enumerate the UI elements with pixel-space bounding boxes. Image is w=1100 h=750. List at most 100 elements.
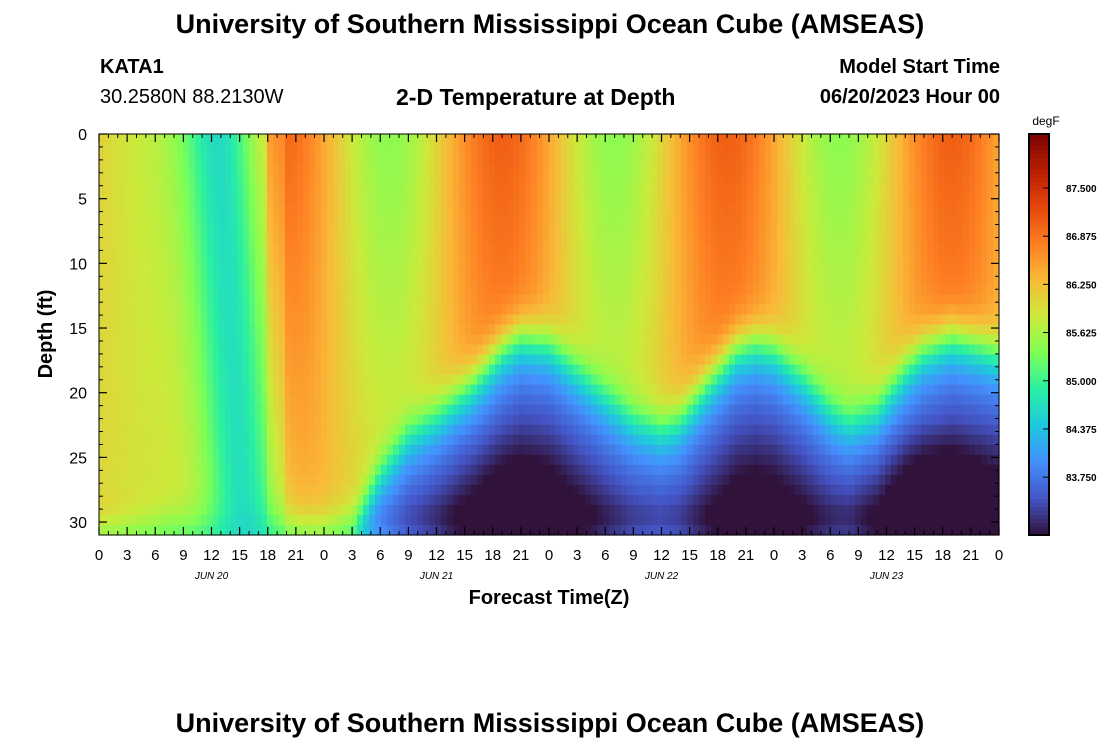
heatmap-cell	[735, 284, 742, 296]
heatmap-cell	[519, 474, 526, 486]
heatmap-cell	[669, 454, 676, 466]
heatmap-cell	[111, 454, 118, 466]
heatmap-cell	[561, 384, 568, 396]
heatmap-cell	[465, 394, 472, 406]
heatmap-cell	[453, 524, 460, 536]
heatmap-cell	[327, 504, 334, 516]
heatmap-cell	[147, 524, 154, 536]
heatmap-cell	[543, 394, 550, 406]
heatmap-cell	[261, 374, 268, 386]
heatmap-cell	[495, 474, 502, 486]
heatmap-cell	[399, 214, 406, 225]
heatmap-cell	[303, 434, 310, 446]
heatmap-cell	[831, 194, 838, 205]
heatmap-cell	[675, 184, 682, 195]
heatmap-cell	[501, 304, 508, 316]
heatmap-cell	[405, 444, 412, 456]
heatmap-cell	[189, 384, 196, 396]
heatmap-cell	[609, 154, 616, 165]
heatmap-cell	[345, 294, 352, 306]
heatmap-cell	[639, 194, 646, 205]
heatmap-cell	[531, 514, 538, 526]
heatmap-cell	[591, 274, 598, 285]
heatmap-cell	[573, 364, 580, 376]
heatmap-cell	[369, 134, 376, 145]
heatmap-cell	[507, 154, 514, 165]
heatmap-cell	[765, 134, 772, 145]
heatmap-cell	[387, 314, 394, 326]
heatmap-cell	[99, 494, 106, 506]
heatmap-cell	[465, 494, 472, 506]
heatmap-cell	[441, 384, 448, 396]
heatmap-cell	[327, 314, 334, 326]
heatmap-cell	[273, 334, 280, 346]
heatmap-cell	[621, 194, 628, 205]
heatmap-cell	[141, 394, 148, 406]
heatmap-cell	[231, 284, 238, 296]
heatmap-cell	[843, 214, 850, 225]
heatmap-cell	[729, 324, 736, 336]
heatmap-cell	[819, 514, 826, 526]
heatmap-cell	[495, 404, 502, 416]
heatmap-cell	[723, 414, 730, 426]
heatmap-cell	[597, 214, 604, 225]
heatmap-cell	[441, 464, 448, 476]
heatmap-cell	[639, 224, 646, 235]
heatmap-cell	[291, 284, 298, 296]
heatmap-cell	[615, 394, 622, 406]
heatmap-cell	[837, 384, 844, 396]
heatmap-cell	[207, 444, 214, 456]
heatmap-cell	[171, 284, 178, 296]
heatmap-cell	[255, 204, 262, 215]
heatmap-cell	[459, 404, 466, 416]
heatmap-cell	[543, 324, 550, 336]
heatmap-cell	[423, 354, 430, 366]
heatmap-cell	[495, 424, 502, 436]
heatmap-cell	[549, 244, 556, 255]
heatmap-cell	[423, 524, 430, 536]
heatmap-cell	[651, 324, 658, 336]
heatmap-cell	[309, 274, 316, 285]
heatmap-cell	[579, 144, 586, 155]
heatmap-cell	[255, 374, 262, 386]
heatmap-cell	[159, 294, 166, 306]
heatmap-cell	[609, 294, 616, 306]
heatmap-cell	[759, 254, 766, 265]
heatmap-cell	[807, 504, 814, 516]
heatmap-cell	[687, 524, 694, 536]
heatmap-cell	[387, 474, 394, 486]
heatmap-cell	[117, 324, 124, 336]
heatmap-cell	[531, 304, 538, 316]
heatmap-cell	[351, 254, 358, 265]
heatmap-cell	[759, 214, 766, 225]
heatmap-cell	[405, 234, 412, 245]
heatmap-cell	[327, 154, 334, 165]
heatmap-cell	[519, 464, 526, 476]
heatmap-cell	[729, 514, 736, 526]
heatmap-cell	[189, 444, 196, 456]
heatmap-cell	[285, 274, 292, 285]
heatmap-cell	[645, 274, 652, 285]
heatmap-cell	[417, 374, 424, 386]
heatmap-cell	[417, 134, 424, 145]
heatmap-cell	[129, 244, 136, 255]
heatmap-cell	[507, 164, 514, 175]
heatmap-cell	[195, 164, 202, 175]
heatmap-cell	[309, 514, 316, 526]
heatmap-cell	[195, 364, 202, 376]
heatmap-cell	[813, 314, 820, 326]
heatmap-cell	[645, 514, 652, 526]
heatmap-cell	[759, 484, 766, 496]
heatmap-cell	[591, 294, 598, 306]
heatmap-cell	[345, 404, 352, 416]
heatmap-cell	[657, 184, 664, 195]
heatmap-cell	[465, 304, 472, 316]
heatmap-cell	[315, 314, 322, 326]
heatmap-cell	[129, 164, 136, 175]
heatmap-cell	[285, 234, 292, 245]
heatmap-cell	[135, 224, 142, 235]
heatmap-cell	[807, 284, 814, 296]
heatmap-cell	[291, 184, 298, 195]
heatmap-cell	[153, 494, 160, 506]
heatmap-cell	[825, 524, 832, 536]
